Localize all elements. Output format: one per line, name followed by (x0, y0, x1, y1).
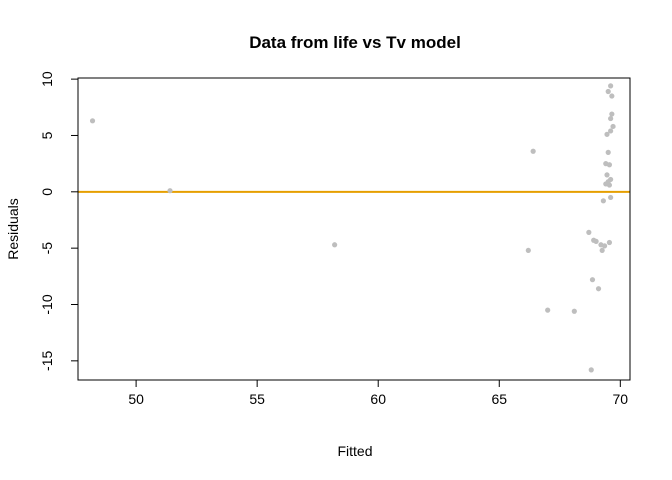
data-point (89, 118, 96, 124)
data-point (606, 182, 613, 188)
data-point (608, 83, 614, 89)
x-axis-label: Fitted (337, 443, 372, 459)
y-axis: -15 -10 -5 0 5 10 (39, 71, 78, 371)
data-point (525, 247, 531, 254)
y-tick-label: -10 (39, 294, 55, 314)
data-point (604, 172, 610, 178)
y-tick-label: 5 (39, 131, 55, 139)
data-point (606, 239, 613, 246)
data-point (608, 194, 614, 201)
data-point (605, 149, 611, 155)
data-point (610, 123, 616, 130)
plot-frame (77, 77, 631, 381)
x-tick-label: 60 (370, 391, 386, 407)
data-point (609, 93, 615, 99)
data-point (588, 367, 594, 373)
data-point (167, 188, 173, 194)
x-tick-label: 55 (249, 391, 265, 407)
data-point (608, 128, 614, 134)
data-point (600, 198, 606, 204)
data-point (599, 247, 605, 254)
x-tick-label: 70 (613, 391, 629, 407)
data-point (571, 308, 577, 314)
data-point (605, 88, 611, 95)
y-axis-label: Residuals (5, 198, 21, 259)
y-tick-label: -5 (39, 242, 55, 255)
data-point (595, 286, 602, 292)
chart-title: Data from life vs Tv model (249, 33, 461, 52)
data-point (332, 242, 338, 248)
plot-area (78, 83, 630, 373)
data-point (593, 238, 599, 244)
data-point (601, 243, 608, 249)
x-tick-label: 50 (128, 391, 144, 407)
data-point (608, 115, 614, 122)
data-point (586, 229, 592, 235)
data-point (530, 148, 536, 154)
y-tick-label: -15 (39, 351, 55, 371)
data-point (604, 131, 610, 137)
data-point (589, 277, 596, 283)
y-tick-label: 0 (39, 188, 55, 196)
data-point (606, 162, 613, 168)
data-point (608, 176, 614, 183)
data-point (545, 307, 551, 313)
x-axis: 50 55 60 65 70 (128, 380, 628, 407)
data-point (609, 111, 615, 117)
y-tick-label: 10 (39, 71, 55, 87)
x-tick-label: 65 (491, 391, 507, 407)
